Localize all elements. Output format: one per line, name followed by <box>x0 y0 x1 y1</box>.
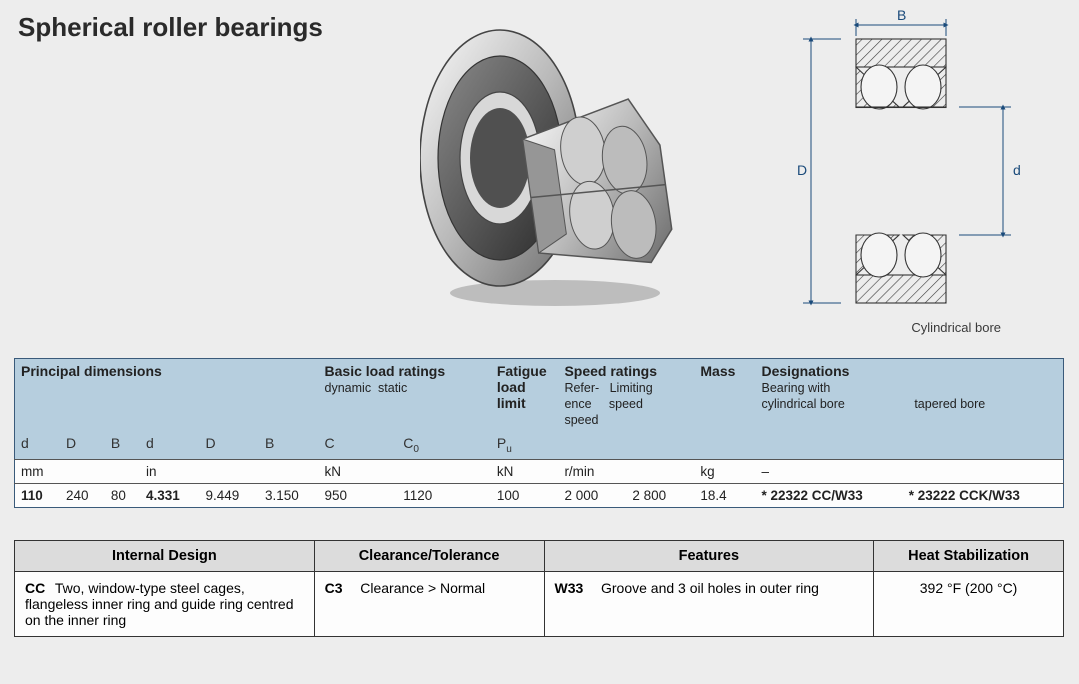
schematic-label-B: B <box>897 7 906 23</box>
feat-cell-features: W33 Groove and 3 oil holes in outer ring <box>544 572 874 637</box>
bearing-schematic: B D d <box>781 6 1051 326</box>
feat-head-internal: Internal Design <box>15 541 315 572</box>
feat-cell-clearance: C3 Clearance > Normal <box>314 572 544 637</box>
feat-head-features: Features <box>544 541 874 572</box>
feat-head-heat: Heat Stabilization <box>874 541 1064 572</box>
schematic-label-d: d <box>1013 162 1021 178</box>
feat-cell-internal: CC Two, window-type steel cages, flangel… <box>15 572 315 637</box>
dim-table-data-row: 110 240 80 4.331 9.449 3.150 950 1120 10… <box>15 483 1064 507</box>
feat-table-data-row: CC Two, window-type steel cages, flangel… <box>15 572 1064 637</box>
feat-head-clearance: Clearance/Tolerance <box>314 541 544 572</box>
bearing-3d-illustration <box>420 18 685 308</box>
dim-group-speed: Speed ratings Refer- Limitingence speeds… <box>558 359 694 432</box>
dim-group-designations: Designations Bearing withcylindrical bor… <box>756 359 1064 432</box>
dimensions-table: Principal dimensions Basic load ratings … <box>14 358 1064 508</box>
dim-group-principal: Principal dimensions <box>15 359 319 432</box>
dim-table-symbol-row: d D B d D B C C0 Pu <box>15 431 1064 459</box>
schematic-caption: Cylindrical bore <box>911 320 1001 335</box>
dim-group-fatigue: Fatigue load limit <box>491 359 559 432</box>
feat-table-header-row: Internal Design Clearance/Tolerance Feat… <box>15 541 1064 572</box>
dim-group-basic-load: Basic load ratings dynamic static <box>319 359 491 432</box>
dim-group-mass: Mass <box>694 359 755 432</box>
features-table: Internal Design Clearance/Tolerance Feat… <box>14 540 1064 637</box>
page-title: Spherical roller bearings <box>18 12 323 43</box>
dim-table-group-row: Principal dimensions Basic load ratings … <box>15 359 1064 432</box>
dim-table-unit-row: mm in kN kN r/min kg – <box>15 459 1064 483</box>
feat-cell-heat: 392 °F (200 °C) <box>874 572 1064 637</box>
schematic-label-D: D <box>797 162 807 178</box>
